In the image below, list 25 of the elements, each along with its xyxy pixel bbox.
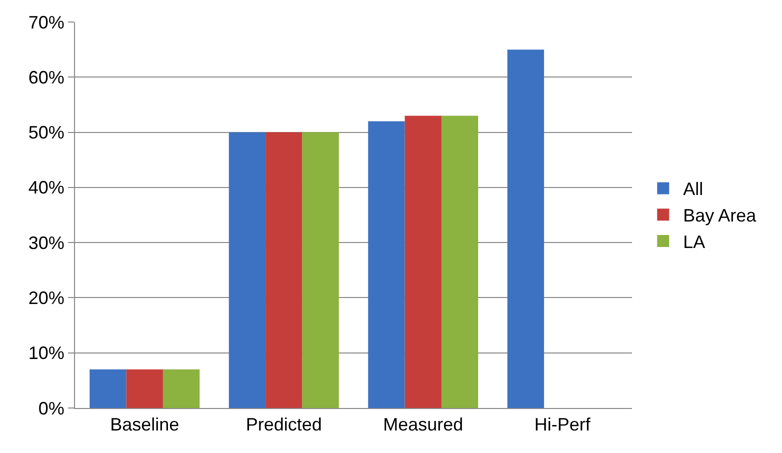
- bar: [302, 132, 339, 408]
- bar: [228, 132, 266, 408]
- x-tick-label: Predicted: [246, 414, 322, 435]
- y-tick-label: 40%: [28, 178, 64, 198]
- bar: [404, 116, 442, 408]
- x-tick-label: Baseline: [110, 414, 180, 435]
- legend-label: Bay Area: [683, 206, 758, 226]
- legend-label: All: [683, 179, 704, 200]
- y-tick-label: 70%: [28, 12, 64, 32]
- y-tick-label: 10%: [28, 343, 64, 364]
- bar: [126, 369, 163, 408]
- y-tick-label: 60%: [28, 67, 64, 88]
- x-tick-label: Measured: [383, 414, 464, 435]
- y-tick-label: 30%: [28, 232, 64, 253]
- bar: [266, 132, 302, 408]
- y-tick-label: 0%: [38, 398, 64, 418]
- y-tick-label: 50%: [28, 122, 64, 143]
- x-tick-label: Hi-Perf: [534, 414, 592, 435]
- bar: [162, 369, 200, 408]
- bar: [368, 121, 405, 408]
- bar: [441, 116, 478, 408]
- bar: [90, 369, 126, 408]
- bar: [507, 50, 544, 408]
- y-tick-label: 20%: [28, 288, 64, 308]
- legend-label: LA: [683, 232, 706, 252]
